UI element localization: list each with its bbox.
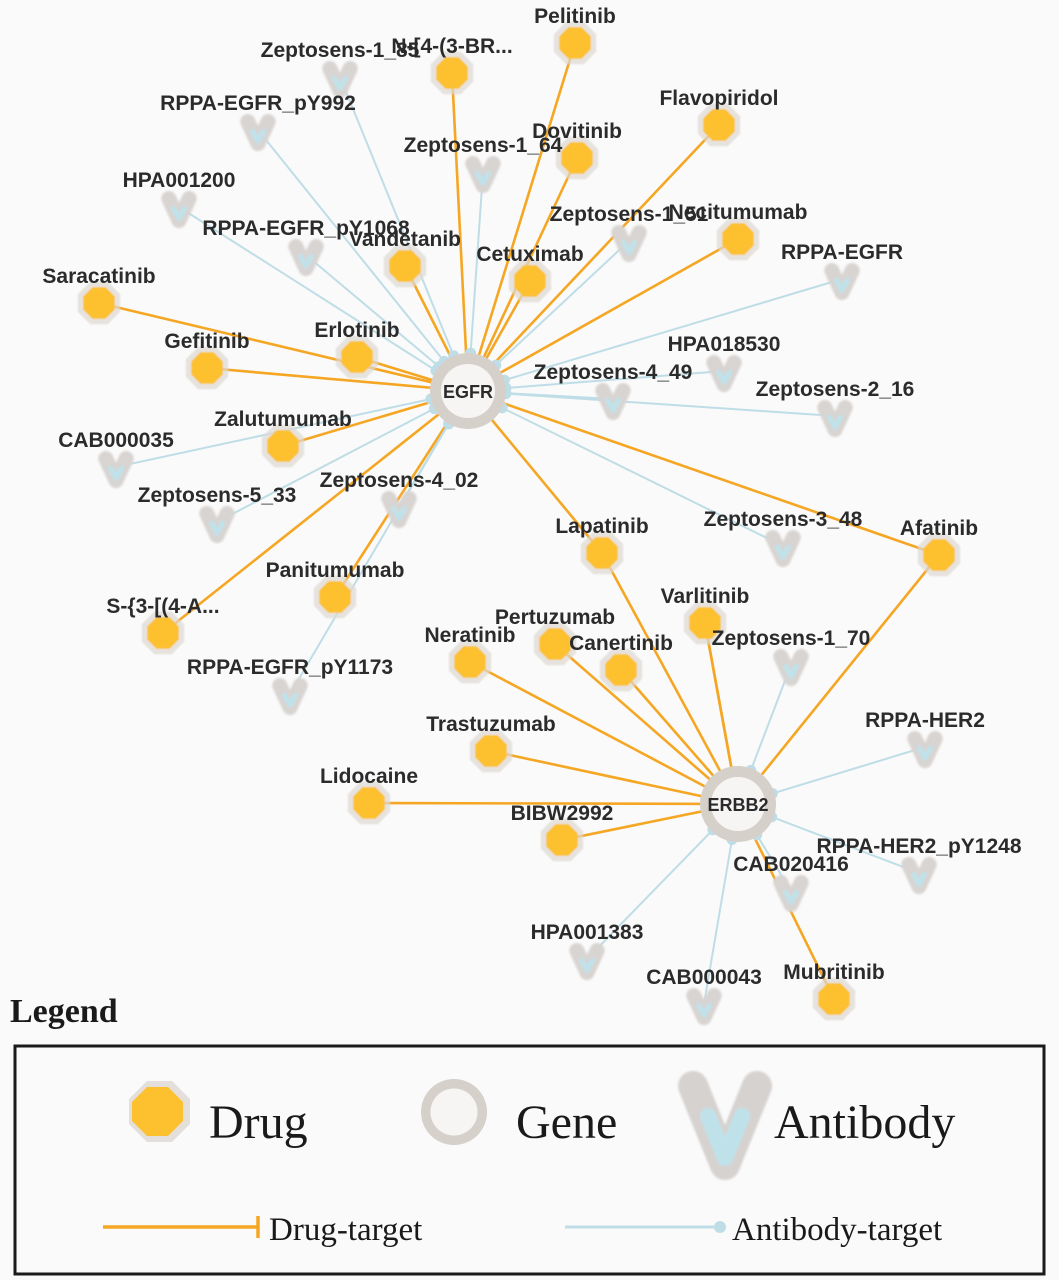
svg-text:Zeptosens-1_70: Zeptosens-1_70 [712, 627, 871, 650]
svg-text:Saracatinib: Saracatinib [42, 265, 155, 288]
svg-text:CAB000035: CAB000035 [58, 429, 174, 452]
svg-text:Zeptosens-1_64: Zeptosens-1_64 [404, 134, 563, 157]
svg-text:RPPA-EGFR_pY1068: RPPA-EGFR_pY1068 [202, 217, 410, 240]
svg-text:Zalutumumab: Zalutumumab [214, 408, 352, 431]
svg-text:Zeptosens-1_51: Zeptosens-1_51 [550, 203, 709, 226]
svg-text:Gefitinib: Gefitinib [164, 330, 249, 353]
svg-text:Zeptosens-3_48: Zeptosens-3_48 [704, 508, 863, 531]
svg-text:S-{3-[(4-A...: S-{3-[(4-A... [106, 595, 219, 618]
svg-text:Varlitinib: Varlitinib [661, 585, 750, 608]
svg-text:Legend: Legend [10, 993, 118, 1030]
svg-text:Cetuximab: Cetuximab [476, 243, 583, 266]
svg-text:Lidocaine: Lidocaine [320, 765, 418, 788]
svg-text:HPA001200: HPA001200 [123, 169, 236, 192]
svg-text:Antibody: Antibody [774, 1096, 955, 1149]
svg-text:Afatinib: Afatinib [900, 517, 978, 540]
svg-text:HPA018530: HPA018530 [668, 333, 781, 356]
svg-text:Mubritinib: Mubritinib [783, 961, 884, 984]
svg-text:RPPA-EGFR_pY1173: RPPA-EGFR_pY1173 [187, 656, 393, 679]
svg-text:Drug: Drug [209, 1096, 308, 1149]
svg-text:Lapatinib: Lapatinib [555, 515, 648, 538]
svg-text:HPA001383: HPA001383 [531, 921, 644, 944]
svg-text:ERBB2: ERBB2 [707, 795, 768, 815]
svg-text:Zeptosens-5_33: Zeptosens-5_33 [138, 484, 297, 507]
svg-text:EGFR: EGFR [443, 382, 493, 402]
svg-text:Pertuzumab: Pertuzumab [495, 606, 615, 629]
svg-text:Erlotinib: Erlotinib [314, 319, 399, 342]
svg-text:Pelitinib: Pelitinib [534, 5, 616, 28]
svg-text:CAB000043: CAB000043 [646, 966, 762, 989]
svg-text:Zeptosens-1_85: Zeptosens-1_85 [261, 39, 420, 62]
svg-text:RPPA-EGFR_pY992: RPPA-EGFR_pY992 [160, 92, 356, 115]
svg-text:Trastuzumab: Trastuzumab [426, 713, 556, 736]
svg-text:Zeptosens-2_16: Zeptosens-2_16 [756, 378, 915, 401]
svg-text:BIBW2992: BIBW2992 [511, 802, 614, 825]
svg-text:Panitumumab: Panitumumab [266, 559, 405, 582]
svg-text:Antibody-target: Antibody-target [732, 1212, 942, 1248]
svg-text:Zeptosens-4_02: Zeptosens-4_02 [320, 469, 479, 492]
svg-text:Drug-target: Drug-target [269, 1212, 422, 1248]
svg-text:Gene: Gene [516, 1096, 617, 1149]
svg-text:CAB020416: CAB020416 [733, 853, 849, 876]
svg-text:Flavopiridol: Flavopiridol [659, 87, 778, 110]
svg-text:RPPA-HER2: RPPA-HER2 [865, 709, 985, 732]
svg-text:Canertinib: Canertinib [569, 632, 673, 655]
svg-text:RPPA-EGFR: RPPA-EGFR [781, 241, 903, 264]
svg-text:Zeptosens-4_49: Zeptosens-4_49 [534, 361, 693, 384]
